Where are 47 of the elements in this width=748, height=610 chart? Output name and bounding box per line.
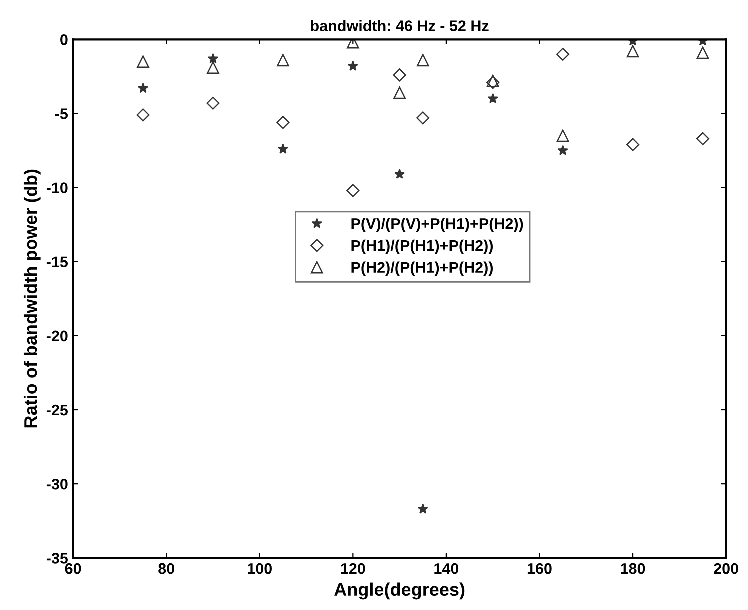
chart-title: bandwidth: 46 Hz - 52 Hz [311, 20, 489, 32]
point [138, 83, 149, 94]
point [346, 184, 360, 198]
point [626, 138, 640, 152]
x-tick-label: 200 [714, 563, 738, 574]
x-tick-label: 60 [65, 563, 82, 574]
y-axis-title: Ratio of bandwidth power (db) [24, 170, 41, 428]
x-tick-label: 100 [248, 563, 272, 574]
x-tick-label: 140 [434, 563, 459, 574]
y-tick-label: -15 [46, 256, 68, 268]
y-tick-label: -20 [46, 330, 68, 342]
y-tick-label: -25 [46, 404, 68, 416]
x-tick-label: 120 [341, 563, 366, 574]
point [394, 168, 406, 180]
point [137, 56, 150, 68]
x-tick-label: 160 [528, 563, 552, 574]
point [626, 45, 640, 58]
legend-label: P(H1)/(P(H1)+P(H2)) [352, 240, 493, 254]
point [393, 68, 406, 82]
point [556, 48, 570, 61]
point [277, 54, 290, 67]
x-tick-label: 180 [621, 563, 646, 574]
point [278, 144, 288, 154]
x-tick-label: 80 [158, 563, 174, 574]
legend-label: P(H2)/(P(H1)+P(H2)) [352, 262, 493, 276]
point [136, 108, 150, 122]
point [488, 93, 498, 104]
point [206, 96, 220, 110]
y-tick-label: -10 [46, 182, 68, 194]
x-axis-title: Angle(degrees) [334, 582, 465, 600]
y-tick-label: -30 [46, 478, 68, 490]
point [696, 132, 710, 146]
y-tick-label: -5 [55, 108, 68, 120]
y-tick-label: 0 [60, 34, 68, 46]
y-tick-label: -35 [46, 553, 68, 564]
point [558, 145, 568, 156]
point [696, 46, 710, 60]
point [207, 62, 220, 74]
point [394, 86, 406, 100]
point [416, 54, 430, 67]
point [556, 130, 570, 142]
point [276, 116, 290, 130]
point [348, 60, 358, 71]
point [418, 504, 428, 514]
point [416, 112, 430, 125]
legend-label: P(V)/(P(V)+P(H1)+P(H2)) [352, 218, 524, 232]
point [208, 53, 218, 64]
